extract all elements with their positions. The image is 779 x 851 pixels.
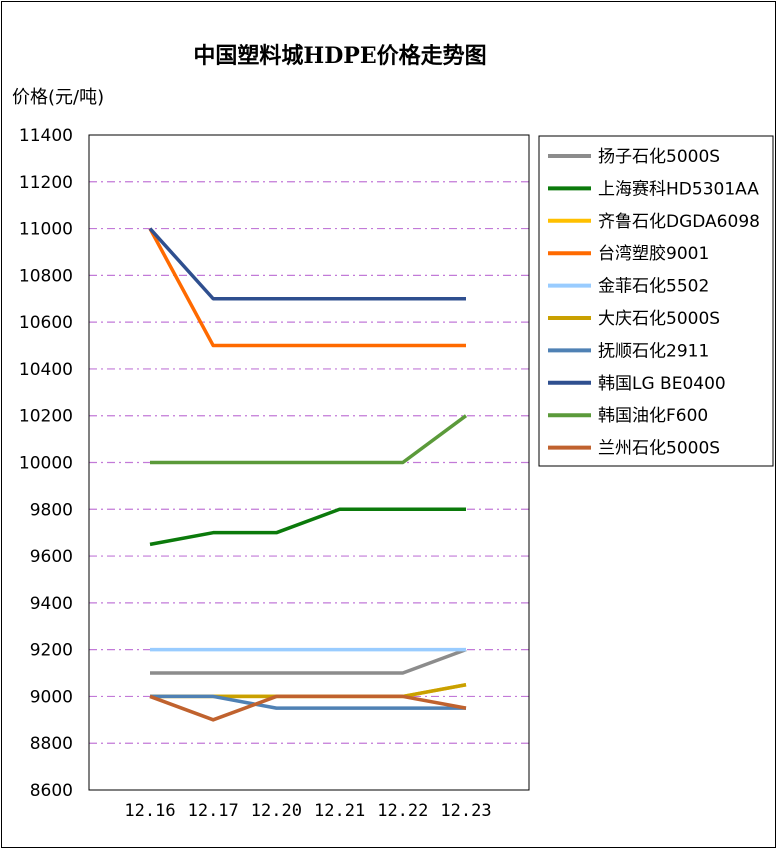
series-line [150, 683, 467, 699]
x-tick-label: 12.21 [314, 801, 365, 821]
legend-label: 台湾塑胶9001 [598, 244, 709, 264]
x-tick-label: 12.23 [440, 801, 491, 821]
legend-label: 抚顺石化2911 [598, 341, 709, 361]
legend-label: 大庆石化5000S [598, 309, 720, 329]
x-tick-label: 12.16 [124, 801, 175, 821]
y-tick-label: 8800 [30, 734, 73, 754]
legend: 扬子石化5000S 上海赛科HD5301AA 齐鲁石化DGDA6098 台湾塑胶900… [548, 147, 760, 459]
y-tick-label: 8600 [30, 781, 73, 801]
x-axis-ticks: 12.16 12.17 12.20 12.21 12.22 12.23 [124, 801, 491, 821]
y-tick-label: 10000 [19, 454, 73, 474]
y-tick-label: 11200 [19, 173, 73, 193]
y-tick-label: 10600 [19, 313, 73, 333]
series-line [149, 694, 467, 722]
y-tick-label: 11400 [19, 126, 73, 146]
legend-label: 韩国油化F600 [598, 406, 708, 426]
legend-label: 韩国LG BE0400 [598, 374, 726, 394]
x-tick-label: 12.20 [251, 801, 302, 821]
legend-label: 上海赛科HD5301AA [598, 178, 759, 199]
y-axis-ticks: 11400 11200 11000 10800 10600 10400 10200 10000… [19, 126, 73, 801]
y-axis-label: 价格(元/吨) [12, 87, 104, 108]
y-tick-label: 10400 [19, 360, 73, 380]
y-tick-label: 9400 [30, 594, 73, 614]
y-tick-label: 10200 [19, 407, 73, 427]
series-line [150, 694, 466, 710]
gridlines [89, 181, 529, 744]
series-line [150, 414, 468, 465]
x-tick-label: 12.17 [188, 801, 239, 821]
series-line [148, 227, 466, 348]
y-tick-label: 10800 [19, 266, 73, 286]
x-tick-label: 12.22 [377, 801, 428, 821]
series-line [148, 227, 466, 301]
series-line [149, 507, 466, 547]
y-tick-label: 9600 [30, 547, 73, 567]
legend-label: 金菲石化5502 [598, 277, 709, 297]
legend-label: 扬子石化5000S [598, 147, 720, 167]
plot-area [88, 134, 530, 791]
y-tick-label: 9000 [30, 687, 73, 707]
chart-title: 中国塑料城HDPE价格走势图 [193, 43, 486, 69]
legend-box [538, 135, 774, 467]
series-lines [148, 227, 468, 722]
y-tick-label: 11000 [19, 220, 73, 240]
y-tick-label: 9800 [30, 500, 73, 520]
y-tick-label: 9200 [30, 641, 73, 661]
legend-label: 兰州石化5000S [598, 439, 720, 459]
legend-label: 齐鲁石化DGDA6098 [598, 212, 760, 232]
series-line [150, 648, 467, 675]
